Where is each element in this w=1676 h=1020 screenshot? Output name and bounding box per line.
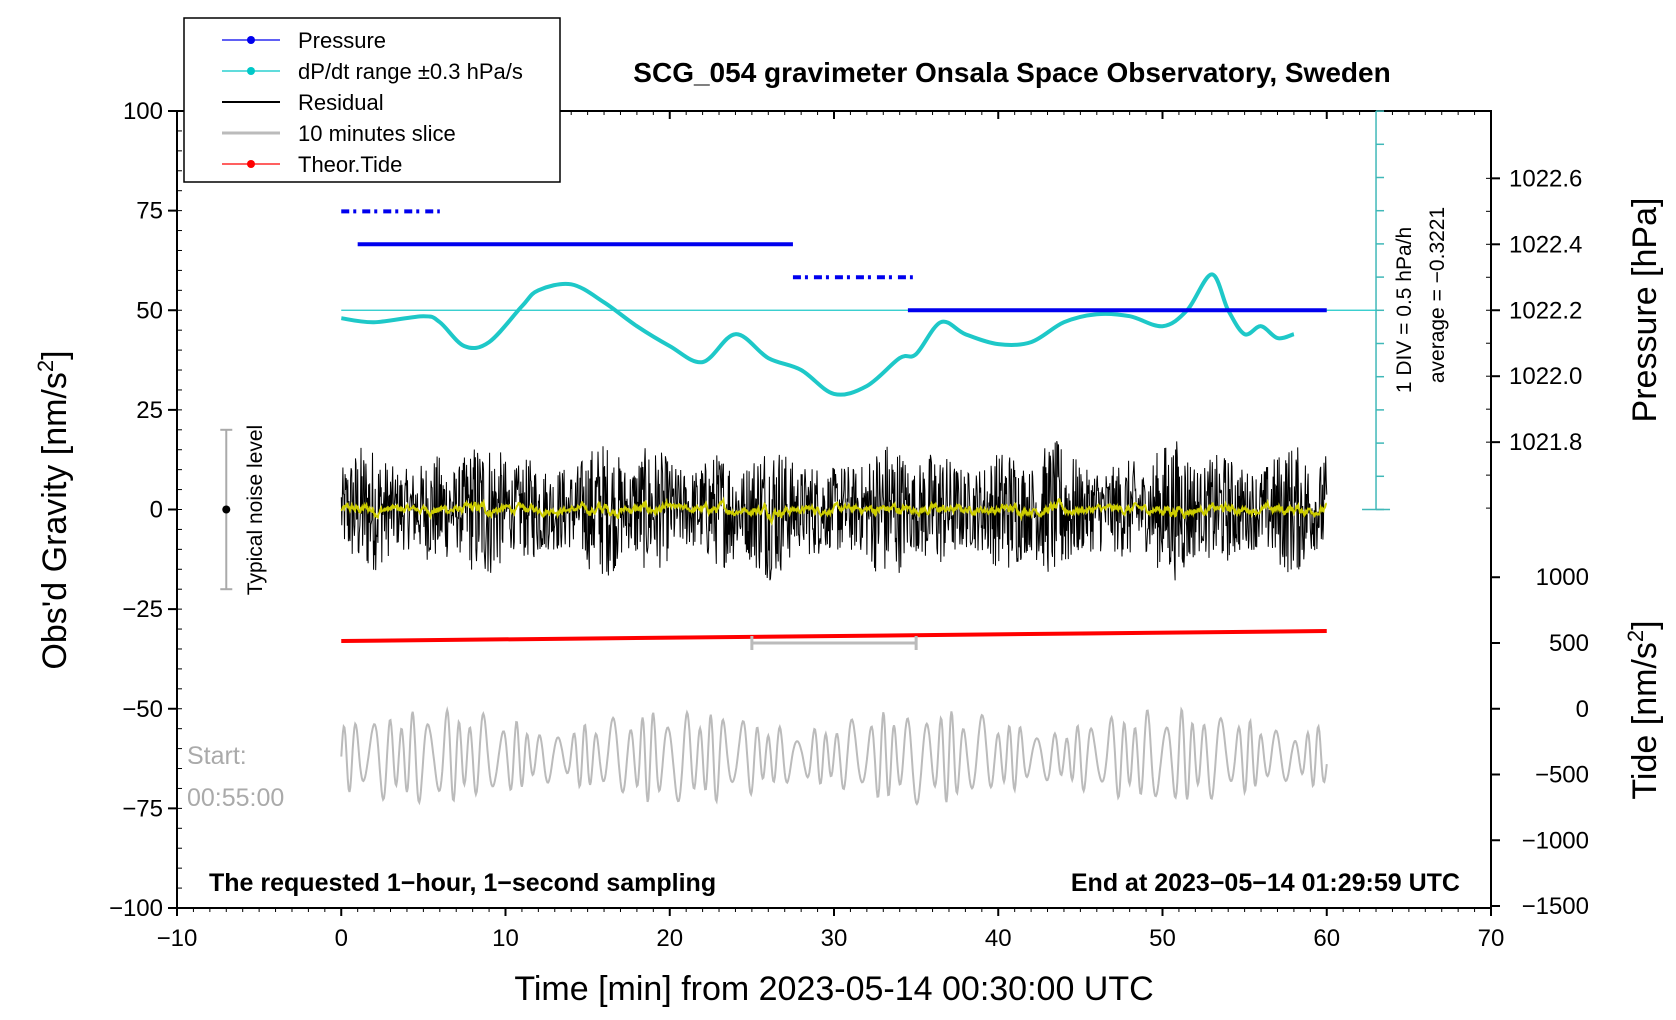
x-axis-label: Time [min] from 2023-05-14 00:30:00 UTC xyxy=(514,970,1153,1008)
pressure-scale-label: 1 DIV = 0.5 hPa/h xyxy=(1393,227,1416,393)
x-tick-label: 40 xyxy=(985,925,1012,952)
start-label: Start: xyxy=(187,742,247,770)
tide-axis-label-main: Tide [nm/s xyxy=(1626,642,1664,799)
tide-axis-label-end: ] xyxy=(1626,620,1664,629)
x-tick-label: 0 xyxy=(335,925,348,952)
x-tick-label: 30 xyxy=(821,925,848,952)
x-tick-label: 10 xyxy=(492,925,519,952)
legend-label: dP/dt range ±0.3 hPa/s xyxy=(298,59,523,84)
y-tick-label: 0 xyxy=(150,497,163,524)
tide-axis-label-sup: 2 xyxy=(1623,630,1648,642)
left-y-axis-label-end: ] xyxy=(36,350,74,359)
legend-label: Residual xyxy=(298,90,384,115)
y-tick-label: −50 xyxy=(122,696,163,723)
start-time: 00:55:00 xyxy=(187,784,284,812)
left-y-axis-label-main: Obs'd Gravity [nm/s xyxy=(36,372,74,669)
x-axis-ticks: −10 0 10 20 30 40 50 60 70 xyxy=(157,111,1505,952)
noise-label: Typical noise level xyxy=(244,425,267,595)
left-y-axis-label: Obs'd Gravity [nm/s2] xyxy=(33,350,74,669)
bottom-right-note: End at 2023−05−14 01:29:59 UTC xyxy=(1071,869,1460,897)
tide-tick-label: −1000 xyxy=(1522,827,1589,854)
residual-smoothed-curve xyxy=(340,496,1328,526)
legend-swatch-dot xyxy=(247,160,255,168)
tide-axis-label: Tide [nm/s2] xyxy=(1623,620,1664,799)
bottom-left-note: The requested 1−hour, 1−second sampling xyxy=(209,869,716,897)
y-tick-label: 50 xyxy=(136,297,163,324)
pressure-tick-label: 1022.4 xyxy=(1509,231,1582,258)
tide-tick-label: 1000 xyxy=(1536,564,1589,591)
tide-tick-label: −500 xyxy=(1535,762,1589,789)
tide-line xyxy=(341,629,1327,644)
legend-box xyxy=(183,17,561,183)
left-y-axis-label-sup: 2 xyxy=(33,360,58,372)
pressure-tick-label: 1022.6 xyxy=(1509,165,1582,192)
legend-label: Theor.Tide xyxy=(298,152,402,177)
y-tick-label: −100 xyxy=(109,895,163,922)
y-tick-label: 75 xyxy=(136,198,163,225)
residual-curve xyxy=(340,441,1328,581)
y-tick-label: 25 xyxy=(136,397,163,424)
pressure-tick-label: 1022.0 xyxy=(1509,363,1582,390)
y-tick-label: −75 xyxy=(122,795,163,822)
legend-label: 10 minutes slice xyxy=(298,121,456,146)
legend-swatch-dot xyxy=(247,36,255,44)
pressure-average-label: average = −0.3221 xyxy=(1426,207,1449,383)
data-series xyxy=(340,110,1391,806)
x-tick-label: 50 xyxy=(1149,925,1176,952)
tide-tick-label: 500 xyxy=(1549,630,1589,657)
legend-label: Pressure xyxy=(298,28,386,53)
x-tick-label: 70 xyxy=(1478,925,1505,952)
x-tick-label: −10 xyxy=(157,925,198,952)
x-tick-label: 20 xyxy=(656,925,683,952)
noise-dot xyxy=(222,505,231,514)
x-tick-label: 60 xyxy=(1313,925,1340,952)
slice-curve xyxy=(340,706,1328,806)
chart-title: SCG_054 gravimeter Onsala Space Observat… xyxy=(633,57,1390,88)
legend-swatch-dot xyxy=(247,67,255,75)
pressure-axis-ticks: 1022.6 1022.4 1022.2 1022.0 1021.8 xyxy=(1486,165,1582,509)
y-tick-label: −25 xyxy=(122,596,163,623)
y-tick-label: 100 xyxy=(123,98,163,125)
dpdt-curve xyxy=(340,272,1295,397)
pressure-tick-label: 1021.8 xyxy=(1509,429,1582,456)
pressure-tick-label: 1022.2 xyxy=(1509,297,1582,324)
pressure-axis-label: Pressure [hPa] xyxy=(1626,198,1664,423)
noise-indicator: Typical noise level xyxy=(220,425,267,595)
tide-tick-label: −1500 xyxy=(1522,893,1589,920)
tide-tick-label: 0 xyxy=(1576,696,1589,723)
tide-axis-ticks: 1000 500 0 −500 −1000 −1500 xyxy=(1491,564,1589,920)
left-y-axis-ticks: 100 75 50 25 0 −25 −50 −75 −100 xyxy=(109,98,182,922)
legend: Pressure dP/dt range ±0.3 hPa/s Residual 10… xyxy=(183,17,561,183)
